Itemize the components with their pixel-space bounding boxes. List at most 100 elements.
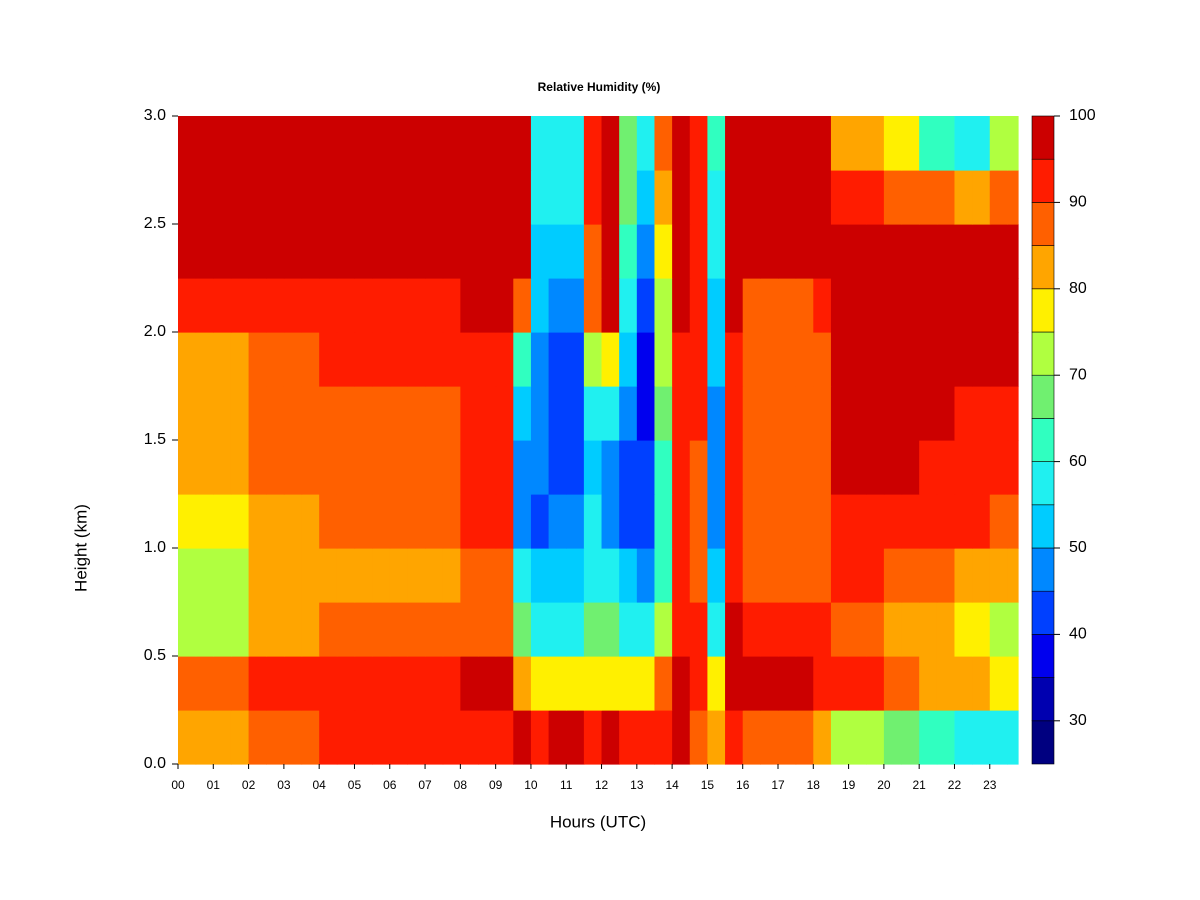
heat-cell (725, 656, 744, 711)
heat-cell (883, 710, 903, 765)
heat-cell (372, 278, 391, 333)
heat-cell (178, 440, 197, 495)
heat-cell (707, 386, 726, 441)
x-tick-label: 14 (665, 778, 679, 792)
heat-cell (901, 170, 920, 225)
heat-cell (478, 116, 497, 171)
heat-cell (636, 332, 656, 387)
heat-cell (230, 548, 250, 603)
heat-cell (778, 224, 797, 279)
heat-cell (548, 710, 567, 765)
heat-cell (319, 494, 338, 549)
x-tick-label: 13 (630, 778, 644, 792)
colorbar-bin (1031, 374, 1055, 419)
heat-cell (495, 656, 514, 711)
heat-cell (689, 440, 709, 495)
colorbar-tick-label: 60 (1069, 453, 1087, 470)
heat-cell (778, 278, 797, 333)
colorbar-bin (1031, 720, 1055, 765)
heat-cell (654, 116, 673, 171)
heat-cell (813, 170, 832, 225)
heat-cell (495, 224, 514, 279)
heat-cell (972, 548, 991, 603)
heat-cell (460, 494, 479, 549)
heat-cell (689, 224, 709, 279)
heat-cell (901, 656, 920, 711)
colorbar-bin (1031, 634, 1055, 678)
heat-cell (689, 602, 709, 657)
heat-cell (795, 116, 814, 171)
heat-cell (689, 710, 709, 765)
heat-cell (178, 656, 197, 711)
heat-cell (548, 116, 567, 171)
heat-cell (954, 440, 973, 495)
heat-cell (213, 116, 232, 171)
x-tick-label: 09 (489, 778, 503, 792)
colorbar-tick-label: 50 (1069, 539, 1087, 556)
heat-cell (672, 494, 691, 549)
heat-cell (495, 278, 514, 333)
heat-cell (583, 224, 603, 279)
heat-cell (954, 224, 973, 279)
heat-cell (566, 440, 585, 495)
heat-cell (936, 494, 956, 549)
heat-cell (389, 332, 409, 387)
heat-cell (372, 170, 391, 225)
colorbar-tick-label: 70 (1069, 366, 1087, 383)
heat-cell (478, 386, 497, 441)
heat-cell (195, 710, 214, 765)
heat-cell (336, 494, 356, 549)
heat-cell (425, 332, 444, 387)
heat-cell (866, 602, 885, 657)
heat-cell (407, 332, 426, 387)
heat-cell (425, 440, 444, 495)
heat-cell (901, 710, 920, 765)
heat-cell (213, 278, 232, 333)
heat-cell (760, 656, 779, 711)
colorbar-bin (1031, 288, 1055, 333)
heat-cell (919, 656, 938, 711)
heat-cell (936, 710, 956, 765)
heat-cell (654, 386, 673, 441)
heat-cell (248, 170, 267, 225)
heat-cell (989, 116, 1009, 171)
heat-cell (478, 494, 497, 549)
heat-cell (848, 170, 867, 225)
heat-cell (213, 332, 232, 387)
heat-cell (513, 710, 532, 765)
heat-cell (919, 332, 938, 387)
heat-cell (301, 656, 320, 711)
heat-cell (213, 494, 232, 549)
colorbar-bin (1031, 461, 1055, 506)
heat-cell (301, 440, 320, 495)
heat-cell (213, 602, 232, 657)
heat-cell (301, 548, 320, 603)
heat-cell (883, 278, 903, 333)
heat-cell (195, 548, 214, 603)
heat-cell (848, 386, 867, 441)
heat-cell (778, 494, 797, 549)
heat-cell (636, 170, 656, 225)
heat-cell (901, 548, 920, 603)
heat-cell (389, 656, 409, 711)
heat-cell (725, 602, 744, 657)
heat-cell (566, 170, 585, 225)
heat-cell (707, 602, 726, 657)
heat-cell (989, 494, 1009, 549)
heat-cell (619, 548, 638, 603)
heat-cell (954, 494, 973, 549)
x-tick-label: 07 (418, 778, 432, 792)
heat-cell (813, 494, 832, 549)
heat-cell (972, 602, 991, 657)
heat-cell (354, 170, 373, 225)
heat-cell (301, 602, 320, 657)
heat-cell (795, 170, 814, 225)
heat-cell (283, 170, 303, 225)
heat-cell (742, 494, 761, 549)
heat-cell (1007, 332, 1019, 387)
heat-cell (654, 710, 673, 765)
heat-cell (795, 656, 814, 711)
heat-cell (425, 170, 444, 225)
heat-cell (742, 656, 761, 711)
heat-cell (301, 224, 320, 279)
